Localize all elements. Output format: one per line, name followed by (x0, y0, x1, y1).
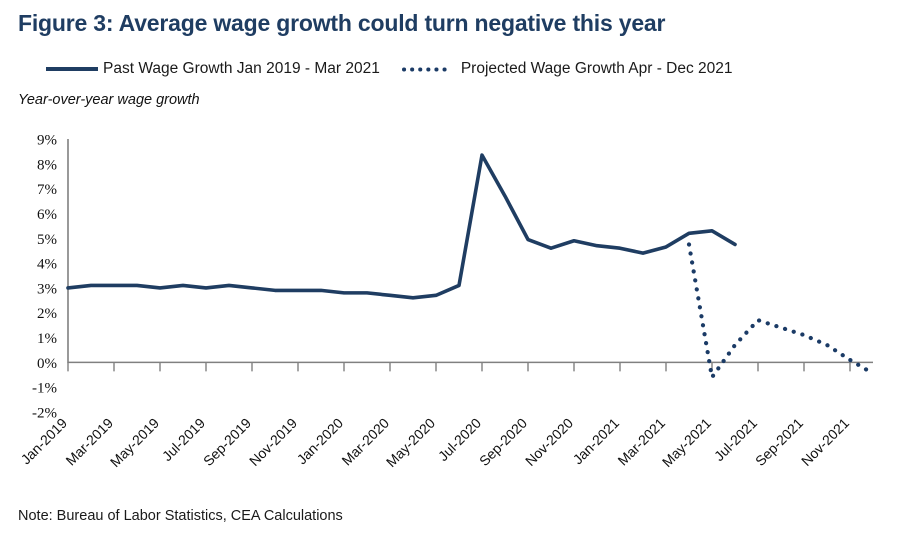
series-line-past (66, 153, 737, 300)
y-axis-tick-label: 1% (37, 331, 57, 347)
x-axis-tick-label: Sep-2019 (200, 415, 254, 469)
axis-baseline (67, 139, 873, 364)
x-axis-tick-label: Sep-2021 (752, 415, 806, 469)
x-axis-tick-label: May-2019 (107, 415, 162, 470)
x-axis-tick-label: Nov-2020 (522, 415, 576, 469)
x-axis-tick-label: Jan-2021 (570, 415, 623, 468)
y-axis-tick-label: 5% (37, 232, 57, 248)
x-axis-tick-label: May-2020 (383, 415, 438, 470)
y-axis-tick-label: 9% (37, 133, 57, 149)
x-axis-tick-label: Nov-2021 (798, 415, 852, 469)
y-axis-tick-label: 3% (37, 281, 57, 297)
chart-legend: Past Wage Growth Jan 2019 - Mar 2021 Pro… (46, 56, 733, 82)
y-axis-tick-label: 8% (37, 157, 57, 173)
axis-lines (67, 139, 873, 364)
x-axis-tick-label: Nov-2019 (246, 415, 300, 469)
x-axis-tick-marks (67, 362, 851, 372)
y-axis-tick-label: 6% (37, 207, 57, 223)
page-title: Figure 3: Average wage growth could turn… (18, 10, 666, 36)
y-axis-tick-label: 0% (37, 356, 57, 372)
x-axis-tick-label: Jan-2020 (294, 415, 347, 468)
y-axis-tick-label: 7% (37, 182, 57, 198)
legend-item-past: Past Wage Growth Jan 2019 - Mar 2021 (46, 61, 380, 77)
legend-label-past: Past Wage Growth Jan 2019 - Mar 2021 (103, 60, 380, 78)
x-axis-tick-label: Jan-2019 (18, 415, 71, 468)
y-axis-tick-label: 2% (37, 306, 57, 322)
legend-label-projected: Projected Wage Growth Apr - Dec 2021 (460, 60, 733, 78)
legend-item-projected: Projected Wage Growth Apr - Dec 2021 (401, 60, 733, 78)
y-axis-caption: Year-over-year wage growth (18, 92, 200, 108)
y-axis-tick-label: 4% (37, 257, 57, 273)
y-axis-tick-labels: 9% 8% 7% 6% 5% 4% 3% 2% 1% 0% -1% -2% (32, 133, 57, 422)
y-axis-tick-label: -2% (32, 406, 57, 422)
y-axis-tick-label: -1% (32, 381, 57, 397)
series-line-projected (686, 242, 876, 383)
solid-line-swatch-icon (46, 67, 98, 71)
x-axis-tick-labels: Jan-2019Mar-2019May-2019Jul-2019Sep-2019… (18, 415, 853, 470)
x-axis-tick-label: May-2021 (659, 415, 714, 470)
chart-note: Note: Bureau of Labor Statistics, CEA Ca… (18, 508, 343, 524)
x-axis-tick-label: Sep-2020 (476, 415, 530, 469)
dotted-line-swatch-icon (401, 67, 454, 71)
